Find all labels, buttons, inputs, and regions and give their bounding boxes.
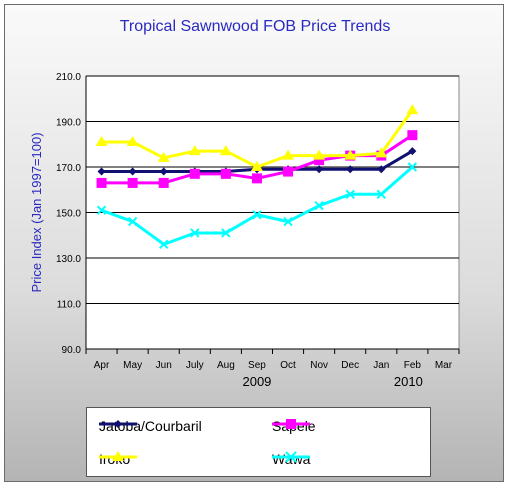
x-tick-label: May (123, 360, 142, 371)
y-axis-label: Price Index (Jan 1997=100) (29, 132, 44, 292)
legend-label: Wawa (272, 451, 311, 467)
x-tick-label: Aug (217, 360, 235, 371)
data-point (407, 130, 418, 141)
data-point (96, 205, 107, 215)
data-point (408, 147, 417, 156)
data-point (252, 210, 262, 220)
data-point (376, 189, 386, 200)
data-point (314, 155, 325, 166)
x-tick-label: Jun (156, 360, 172, 371)
data-point (345, 189, 355, 200)
data-point (251, 173, 262, 184)
legend-item-jatoba: Jatoba/Courbaril (99, 417, 202, 435)
legend-swatch (272, 451, 310, 463)
x-tick-label: Apr (94, 360, 110, 371)
data-point (157, 151, 170, 162)
data-point (377, 165, 386, 174)
x-tick-label: Nov (310, 360, 328, 371)
y-tick-label: 90.0 (62, 345, 82, 356)
data-point (283, 216, 293, 227)
y-tick-label: 110.0 (57, 300, 82, 311)
data-point (158, 177, 169, 188)
data-point (188, 145, 201, 156)
data-point (315, 165, 324, 174)
data-point (375, 147, 388, 158)
legend-item-sapele: Sapele (272, 417, 316, 435)
data-point (190, 228, 200, 238)
x-tick-label: July (186, 360, 204, 371)
data-point (127, 177, 138, 188)
data-point (283, 166, 294, 177)
year-label: 2009 (242, 374, 271, 389)
y-tick-label: 130.0 (56, 254, 81, 265)
data-point (159, 239, 169, 250)
chart-title: Tropical Sawnwood FOB Price Trends (119, 18, 391, 35)
data-point (220, 168, 231, 179)
legend-label: Jatoba/Courbaril (99, 418, 202, 434)
data-point (96, 177, 107, 188)
year-label: 2010 (394, 374, 423, 389)
data-point (219, 145, 232, 156)
data-point (128, 167, 137, 176)
y-tick-label: 150.0 (56, 209, 81, 220)
data-point (159, 167, 168, 176)
data-point (282, 149, 295, 160)
x-tick-label: Dec (341, 360, 359, 371)
data-point (95, 135, 108, 146)
x-tick-label: Mar (435, 360, 453, 371)
data-point (250, 161, 263, 171)
legend: Jatoba/Courbaril Sapele Iroko Wawa (86, 407, 431, 477)
data-point (127, 216, 138, 227)
x-tick-label: Sep (248, 360, 266, 371)
legend-item-iroko: Iroko (99, 450, 137, 468)
data-point (126, 135, 139, 146)
data-point (407, 162, 418, 172)
y-tick-label: 190.0 (56, 118, 81, 129)
legend-item-wawa: Wawa (272, 450, 310, 468)
data-point (344, 149, 357, 160)
legend-swatch (99, 451, 137, 461)
data-point (221, 228, 231, 238)
x-tick-label: Oct (280, 360, 296, 371)
y-tick-label: 170.0 (56, 163, 81, 174)
legend-swatch (99, 420, 137, 428)
data-point (313, 149, 326, 160)
data-point (406, 104, 419, 115)
data-point (346, 165, 355, 174)
x-tick-label: Jan (373, 360, 389, 371)
y-tick-label: 210.0 (56, 72, 81, 83)
legend-swatch (272, 419, 310, 429)
data-point (97, 167, 106, 176)
x-tick-label: Feb (404, 360, 422, 371)
data-point (189, 168, 200, 179)
data-point (314, 200, 324, 211)
